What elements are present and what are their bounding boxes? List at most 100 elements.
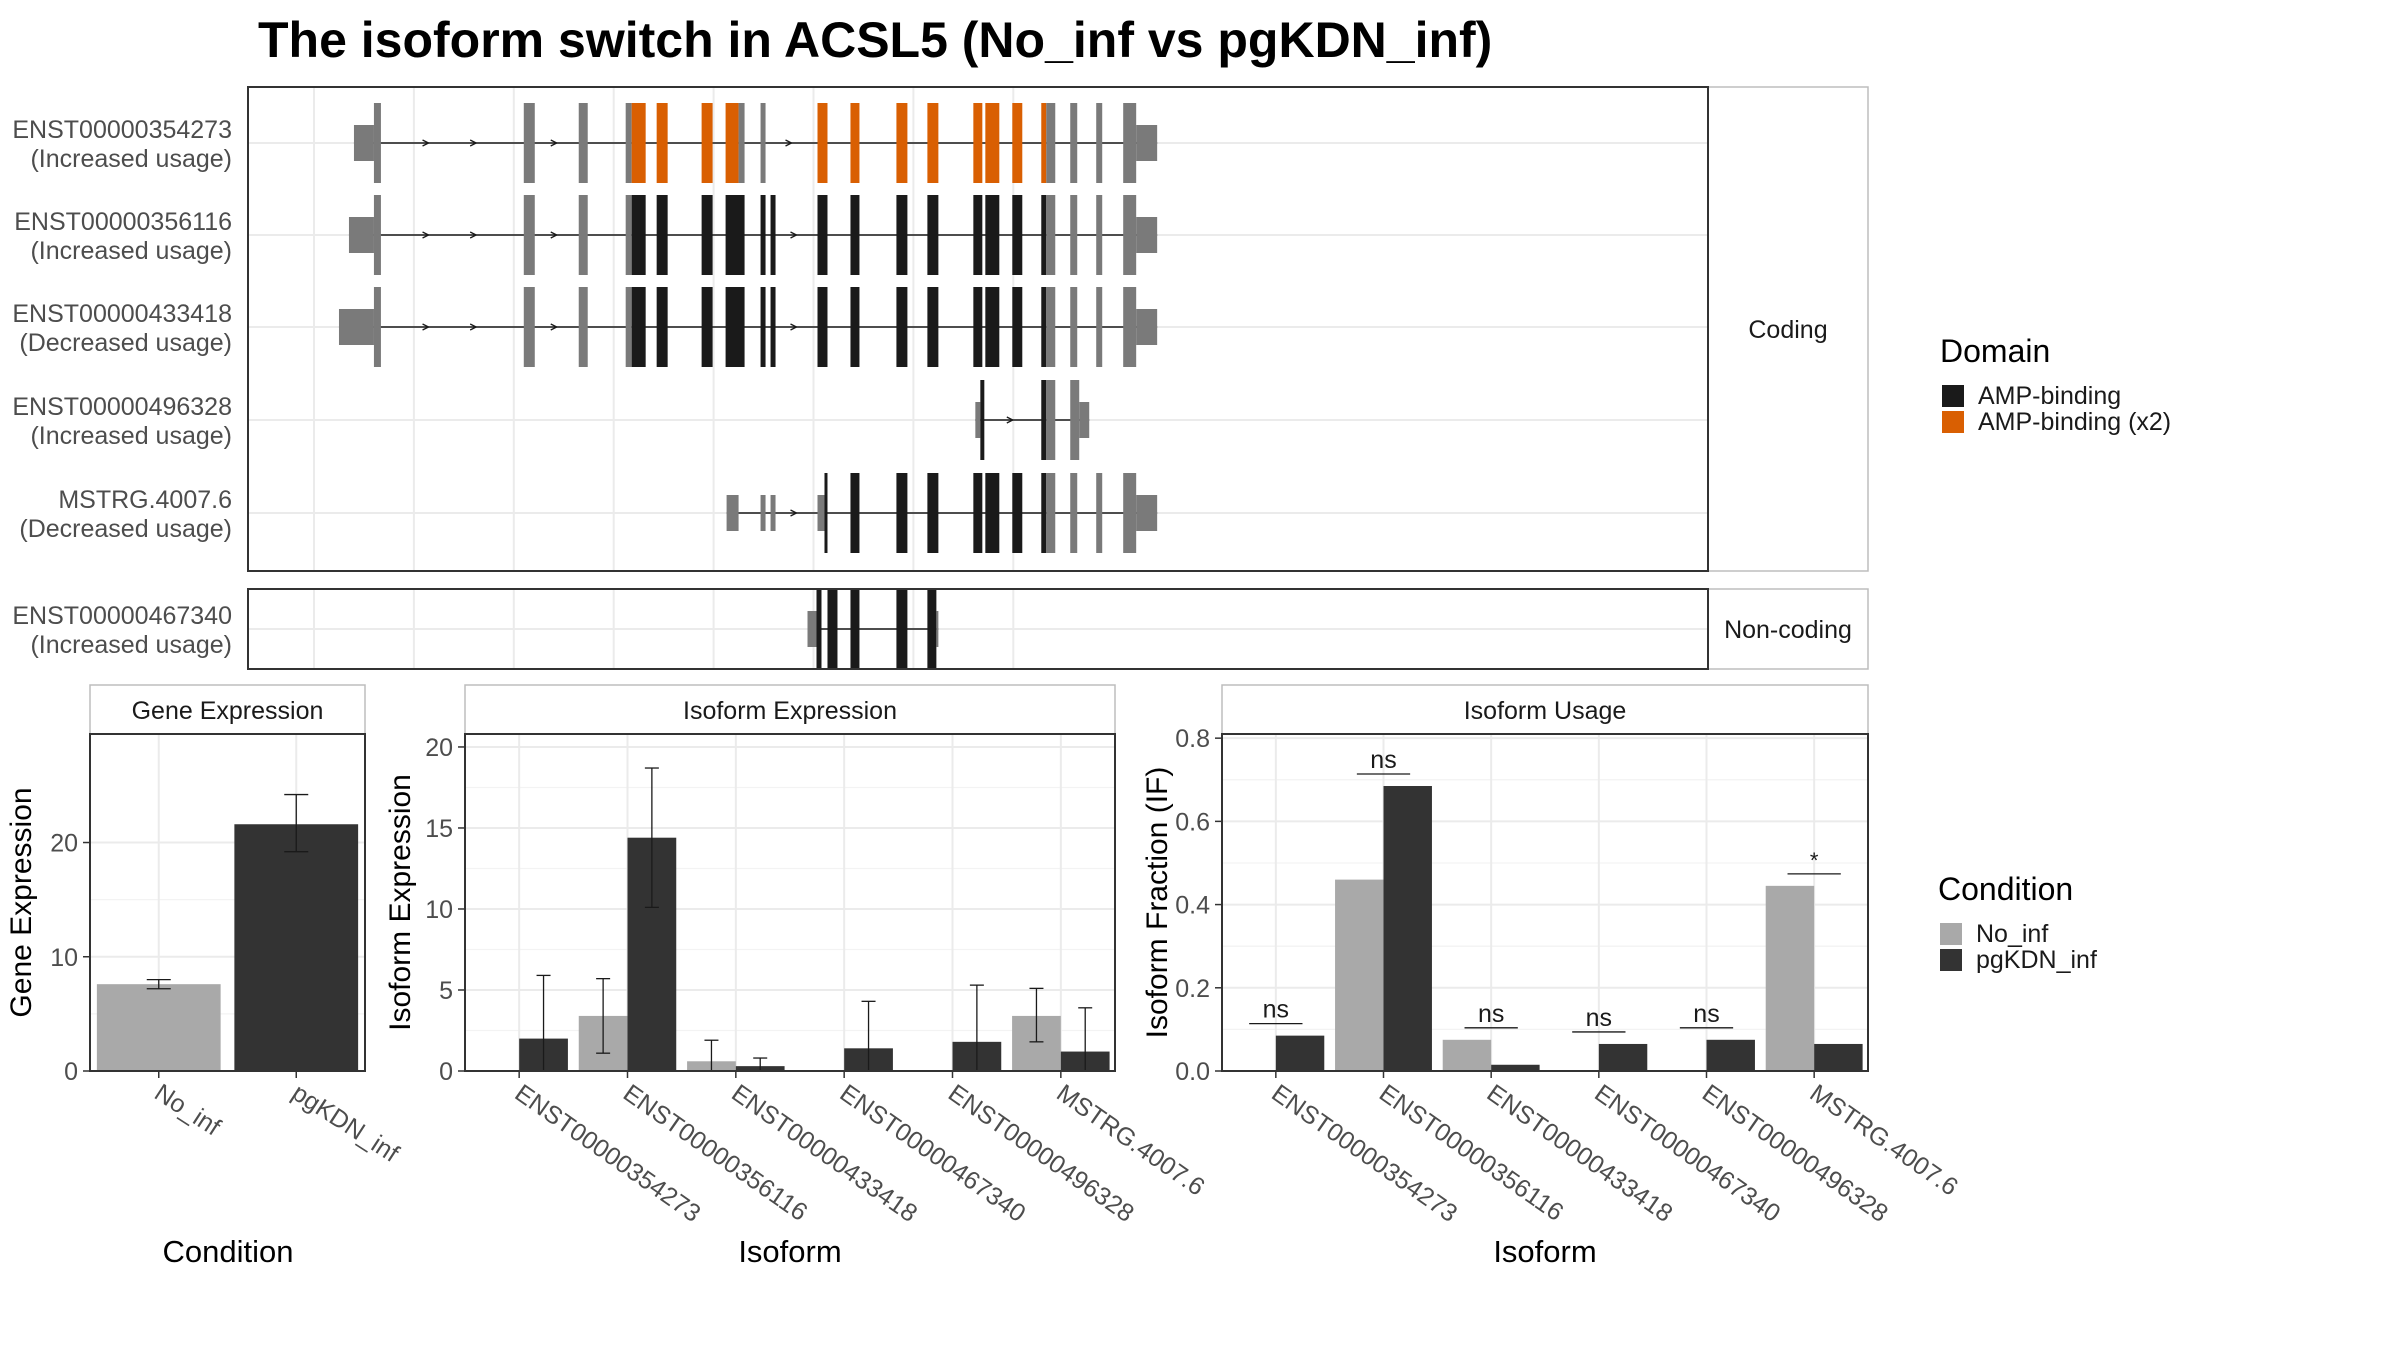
exon-block [927, 287, 939, 367]
exon-block [1123, 103, 1137, 183]
structure-strip [1707, 86, 1869, 572]
exon-block [985, 195, 1000, 275]
y-tick-label: 0 [439, 1058, 453, 1086]
exon-block [850, 473, 860, 553]
structure-panel-border [247, 86, 1709, 572]
exon-block [985, 103, 1000, 183]
exon-block [896, 589, 908, 669]
intron-arrow [469, 323, 478, 331]
significance-label: ns [1693, 1000, 1719, 1028]
exon-block [523, 103, 535, 183]
exon-block [973, 195, 983, 275]
exon-block [1070, 473, 1078, 553]
x-axis-title: Isoform [738, 1234, 841, 1269]
y-tick-label: 10 [50, 944, 78, 972]
exon-block [1046, 287, 1056, 367]
exon-block [373, 103, 381, 183]
exon-block [850, 589, 860, 669]
transcript-usage-label: (Increased usage) [30, 631, 232, 659]
y-tick-label: 0.6 [1175, 808, 1210, 836]
domain-legend-swatch [1942, 411, 1964, 433]
transcript-id-label: ENST00000354273 [12, 116, 232, 144]
y-tick-label: 5 [439, 977, 453, 1005]
exon-block [578, 287, 588, 367]
intron-arrow [785, 139, 793, 147]
exon-block [353, 125, 374, 161]
x-tick-label: ENST00000433418 [1482, 1079, 1678, 1228]
condition-legend-swatch [1940, 923, 1962, 945]
exon-block [927, 195, 939, 275]
structure-strip-label: Coding [1748, 316, 1827, 344]
intron-arrow [422, 231, 431, 239]
exon-block [973, 473, 983, 553]
y-tick-label: 0.4 [1175, 892, 1210, 920]
exon-block [625, 103, 632, 183]
exon-block [656, 195, 668, 275]
exon-block [631, 195, 646, 275]
exon-block [1012, 473, 1023, 553]
exon-block [1070, 103, 1078, 183]
exon-block [1012, 195, 1023, 275]
transcript-id-label: ENST00000356116 [14, 208, 232, 236]
exon-block [1046, 380, 1056, 460]
y-tick-label: 0.0 [1175, 1058, 1210, 1086]
exon-block [850, 103, 860, 183]
exon-block [807, 611, 817, 647]
chart-strip [89, 684, 366, 735]
exon-block [760, 103, 766, 183]
exon-block [850, 195, 860, 275]
bar [1598, 1043, 1648, 1071]
intron-arrow [1006, 416, 1015, 424]
transcript-usage-label: (Decreased usage) [19, 515, 232, 543]
transcript-id-label: MSTRG.4007.6 [58, 486, 232, 514]
exon-block [1079, 402, 1090, 438]
intron-arrow [469, 231, 478, 239]
domain-legend-title: Domain [1940, 333, 2050, 369]
y-tick-label: 20 [50, 830, 78, 858]
x-tick-label: ENST00000433418 [726, 1079, 922, 1228]
chart-panel-border [89, 733, 366, 1072]
exon-block [701, 103, 713, 183]
y-tick-label: 15 [425, 815, 453, 843]
transcript-usage-label: (Increased usage) [30, 237, 232, 265]
domain-legend-label: AMP-binding [1978, 382, 2121, 410]
y-axis-title: Gene Expression [5, 787, 38, 1017]
condition-legend-label: pgKDN_inf [1976, 946, 2097, 974]
exon-block [725, 195, 745, 275]
exon-block [1070, 287, 1078, 367]
exon-block [523, 287, 535, 367]
exon-block [1136, 495, 1158, 531]
chart-panel-border [464, 733, 1116, 1072]
x-tick-label: ENST00000467340 [835, 1079, 1031, 1228]
bar [1765, 885, 1815, 1071]
exon-block [824, 473, 828, 553]
exon-block [1070, 195, 1078, 275]
x-tick-label: ENST00000354273 [510, 1079, 706, 1228]
exon-block [827, 589, 838, 669]
exon-block [1096, 195, 1103, 275]
exon-block [817, 103, 828, 183]
exon-block [760, 287, 766, 367]
exon-block [817, 287, 828, 367]
significance-label: ns [1478, 1000, 1504, 1028]
y-tick-label: 10 [425, 896, 453, 924]
bar [1335, 879, 1384, 1071]
bar [234, 824, 359, 1071]
exon-block [927, 589, 937, 669]
exon-block [927, 103, 939, 183]
exon-block [738, 103, 745, 183]
exon-block [1041, 103, 1047, 183]
exon-block [701, 195, 713, 275]
condition-legend-label: No_inf [1976, 920, 2048, 948]
exon-block [1096, 473, 1103, 553]
transcript-id-label: ENST00000496328 [12, 393, 232, 421]
exon-block [975, 402, 981, 438]
exon-block [927, 473, 939, 553]
transcript-id-label: ENST00000467340 [12, 602, 232, 630]
intron-arrow [790, 509, 798, 517]
exon-block [726, 495, 739, 531]
exon-block [1046, 473, 1056, 553]
exon-block [985, 473, 1000, 553]
x-tick-label: ENST00000496328 [943, 1079, 1139, 1228]
